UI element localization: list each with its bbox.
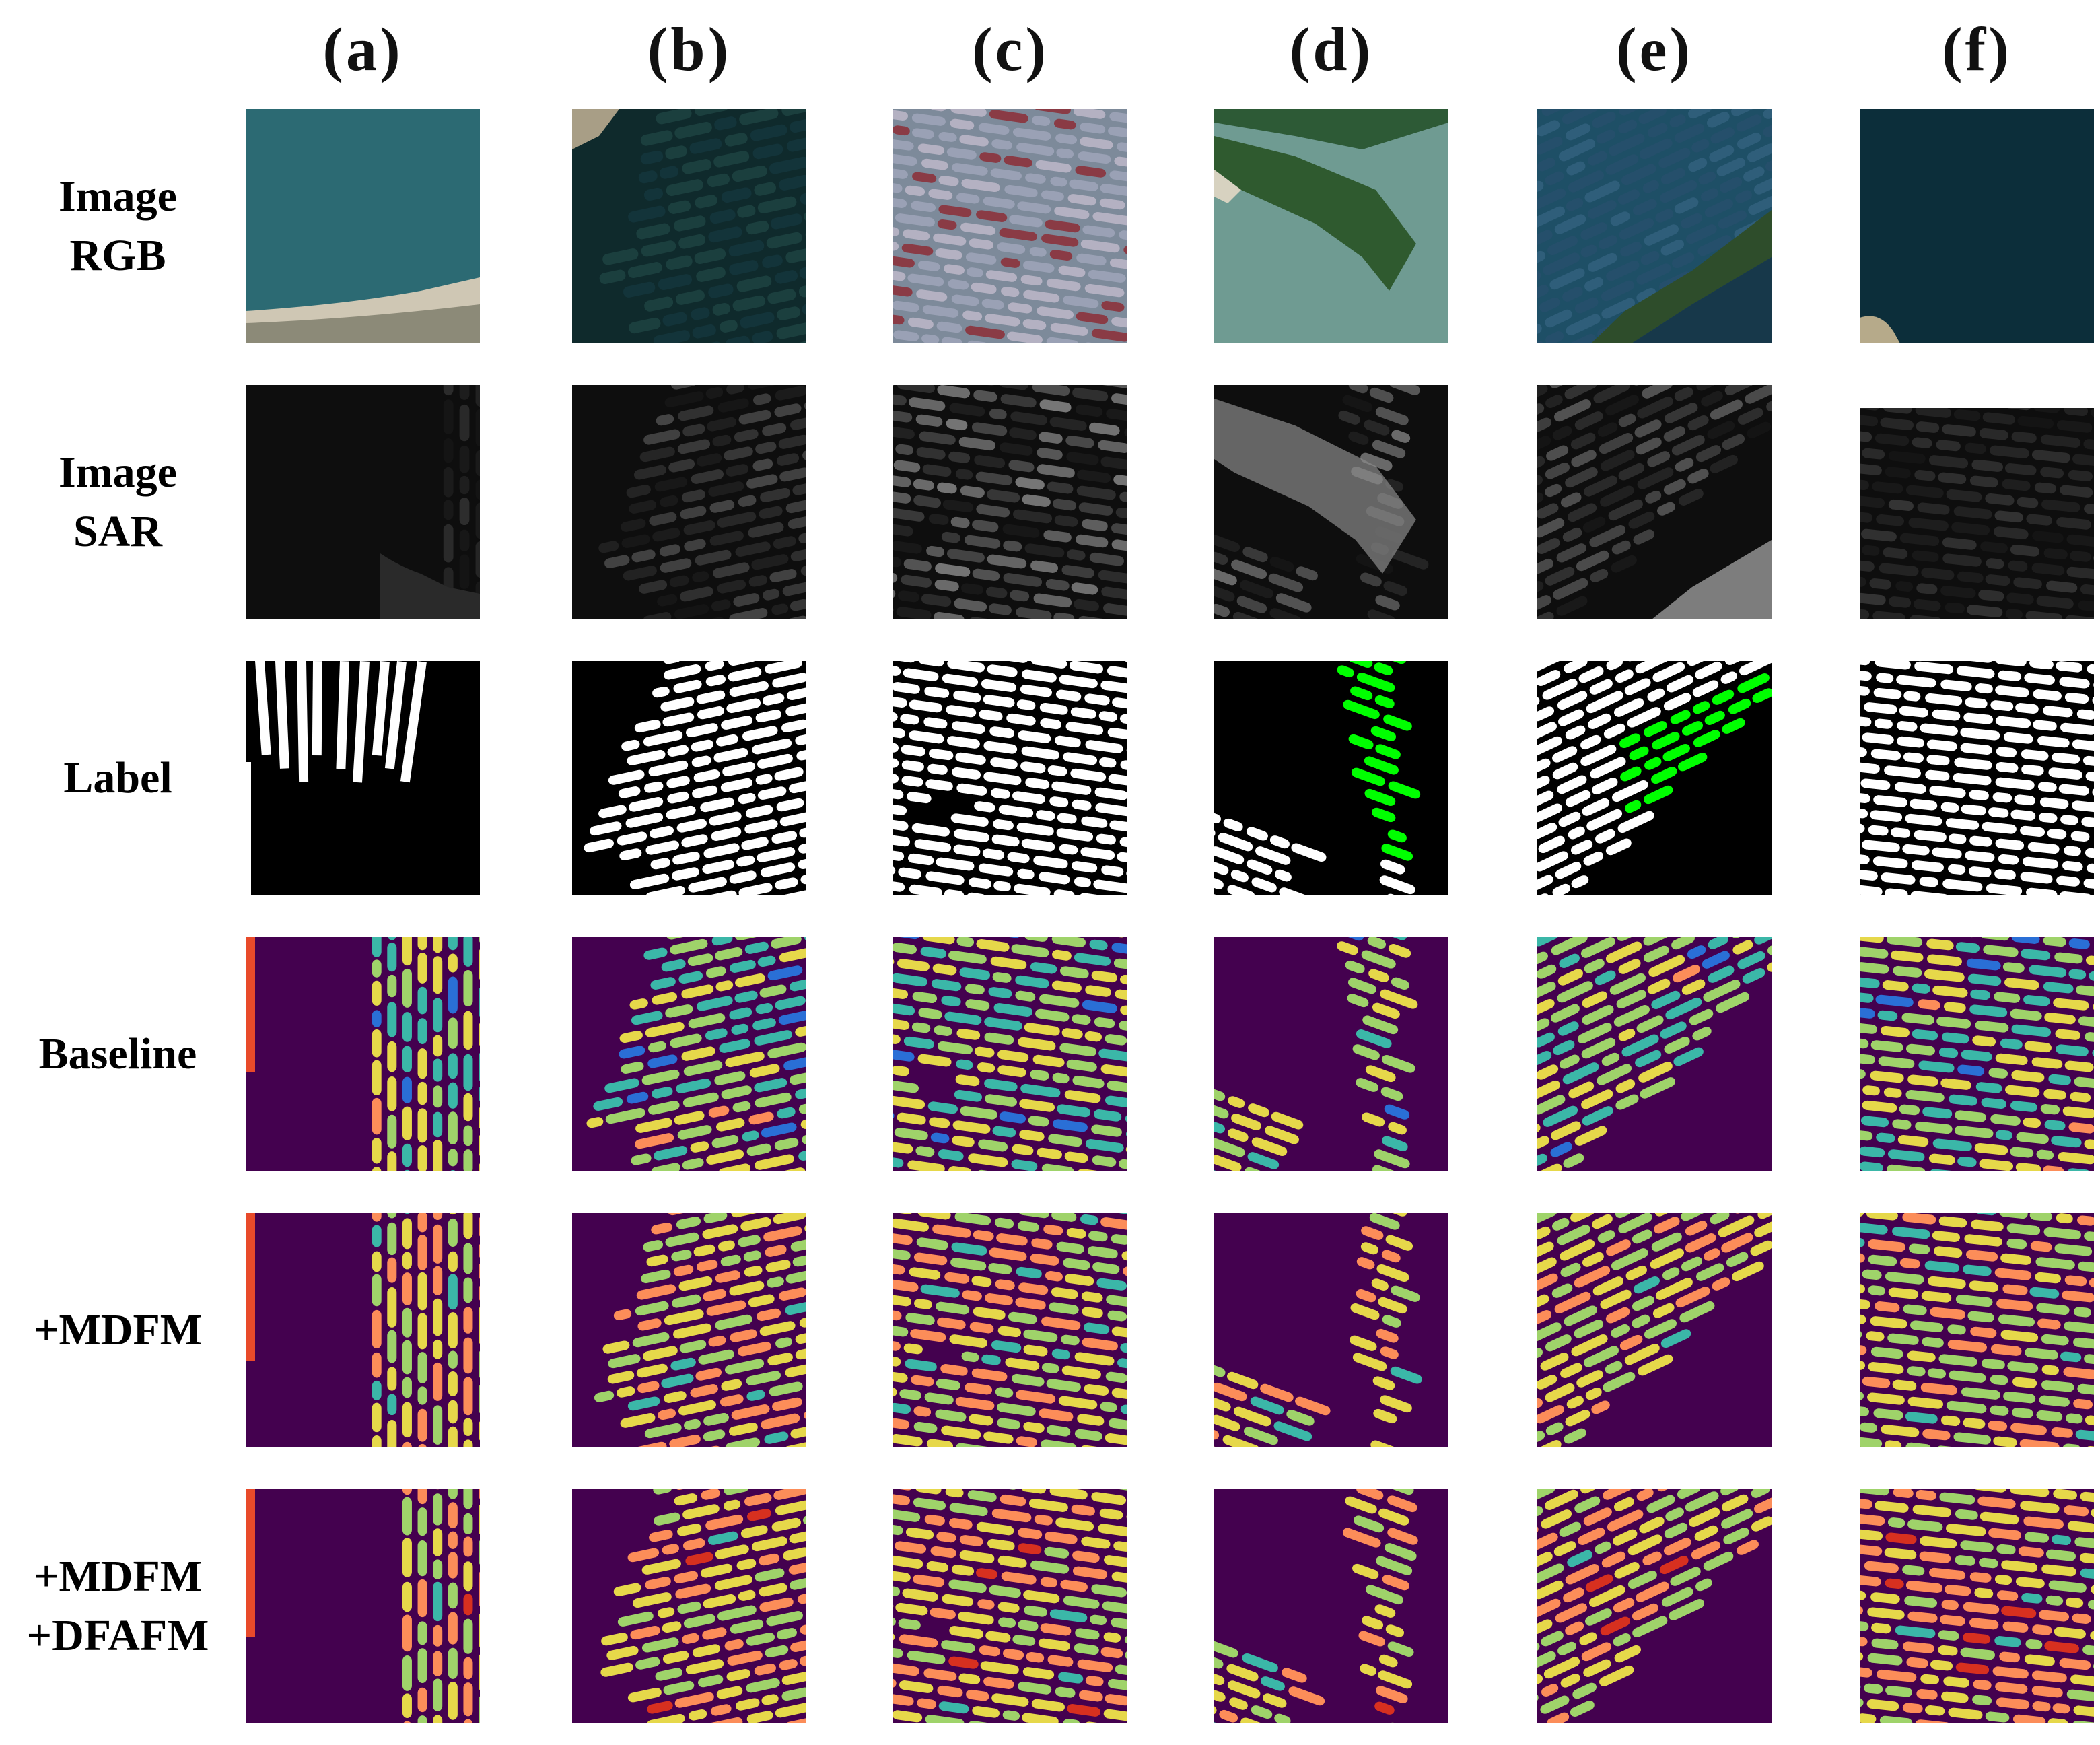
tile-heat2-f <box>1860 1213 2094 1447</box>
tile-heat3-a <box>246 1489 480 1723</box>
tile-image <box>246 1489 480 1723</box>
tile-image <box>893 1489 1127 1723</box>
row-label-sar: Image SAR <box>0 443 236 561</box>
tile-rgb-e <box>1537 109 1772 343</box>
tile-label-e <box>1537 661 1772 895</box>
tile-image <box>246 1213 480 1447</box>
tile-heat2-c <box>893 1213 1127 1447</box>
tile-label-f <box>1860 661 2094 895</box>
tile-image <box>1214 937 1448 1171</box>
tile-heat1-d <box>1214 937 1448 1171</box>
row-label-heat1: Baseline <box>0 1025 236 1084</box>
column-header-f: (f) <box>1942 15 2012 83</box>
column-header-b: (b) <box>647 15 732 83</box>
tile-heat2-e <box>1537 1213 1772 1447</box>
row-label-line: +DFAFM <box>26 1611 209 1660</box>
tile-image <box>1537 1213 1772 1447</box>
tile-heat3-f <box>1860 1489 2094 1723</box>
tile-image <box>1860 1489 2094 1723</box>
tile-image <box>246 385 480 619</box>
tile-heat2-b <box>572 1213 806 1447</box>
tile-sar-d <box>1214 385 1448 619</box>
tile-image <box>1860 661 2094 895</box>
tile-image <box>1214 1213 1448 1447</box>
tile-heat3-d <box>1214 1489 1448 1723</box>
tile-label-a <box>246 661 480 895</box>
column-header-c: (c) <box>971 15 1049 83</box>
row-label-line: Baseline <box>38 1029 197 1079</box>
tile-label-c <box>893 661 1127 895</box>
row-label-line: RGB <box>69 231 166 280</box>
row-label-line: Image <box>59 448 177 497</box>
tile-image <box>1537 937 1772 1171</box>
tile-heat2-d <box>1214 1213 1448 1447</box>
row-label-line: +MDFM <box>33 1552 203 1601</box>
tile-heat1-b <box>572 937 806 1171</box>
row-label-heat3: +MDFM +DFAFM <box>0 1547 236 1666</box>
tile-heat1-a <box>246 937 480 1171</box>
tile-image <box>893 1213 1127 1447</box>
tile-image <box>1214 109 1448 343</box>
row-label-line: Label <box>63 753 172 802</box>
row-label-heat2: +MDFM <box>0 1301 236 1360</box>
tile-rgb-f <box>1860 109 2094 343</box>
tile-image <box>893 937 1127 1171</box>
row-label-rgb: Image RGB <box>0 167 236 285</box>
tile-sar-f <box>1860 385 2094 619</box>
tile-heat2-a <box>246 1213 480 1447</box>
tile-image <box>572 1489 806 1723</box>
tile-image <box>1860 109 2094 343</box>
tile-label-d <box>1214 661 1448 895</box>
tile-image <box>572 385 806 619</box>
tile-image <box>1537 661 1772 895</box>
tile-image <box>572 661 806 895</box>
tile-image <box>1860 385 2094 619</box>
tile-image <box>1537 385 1772 619</box>
tile-heat3-e <box>1537 1489 1772 1723</box>
tile-image <box>1860 937 2094 1171</box>
tile-image <box>572 1213 806 1447</box>
row-label-line: Image <box>59 172 177 221</box>
tile-image <box>1214 1489 1448 1723</box>
tile-image <box>1860 1213 2094 1447</box>
column-header-d: (d) <box>1289 15 1374 83</box>
tile-rgb-d <box>1214 109 1448 343</box>
tile-sar-b <box>572 385 806 619</box>
tile-image <box>893 385 1127 619</box>
tile-image <box>1537 109 1772 343</box>
column-header-a: (a) <box>322 15 403 83</box>
tile-image <box>1214 661 1448 895</box>
tile-image <box>1214 385 1448 619</box>
tile-image <box>246 661 480 895</box>
tile-heat3-c <box>893 1489 1127 1723</box>
column-header-e: (e) <box>1615 15 1693 83</box>
tile-rgb-a <box>246 109 480 343</box>
tile-rgb-b <box>572 109 806 343</box>
tile-image <box>572 109 806 343</box>
tile-image <box>572 937 806 1171</box>
tile-heat3-b <box>572 1489 806 1723</box>
tile-label-b <box>572 661 806 895</box>
tile-heat1-f <box>1860 937 2094 1171</box>
tile-image <box>893 661 1127 895</box>
tile-image <box>893 109 1127 343</box>
tile-sar-e <box>1537 385 1772 619</box>
tile-image <box>246 937 480 1171</box>
tile-image <box>246 109 480 343</box>
tile-sar-c <box>893 385 1127 619</box>
tile-heat1-c <box>893 937 1127 1171</box>
tile-heat1-e <box>1537 937 1772 1171</box>
row-label-label: Label <box>0 749 236 808</box>
row-label-line: SAR <box>73 507 163 556</box>
tile-rgb-c <box>893 109 1127 343</box>
tile-sar-a <box>246 385 480 619</box>
tile-image <box>1537 1489 1772 1723</box>
row-label-line: +MDFM <box>33 1305 203 1355</box>
